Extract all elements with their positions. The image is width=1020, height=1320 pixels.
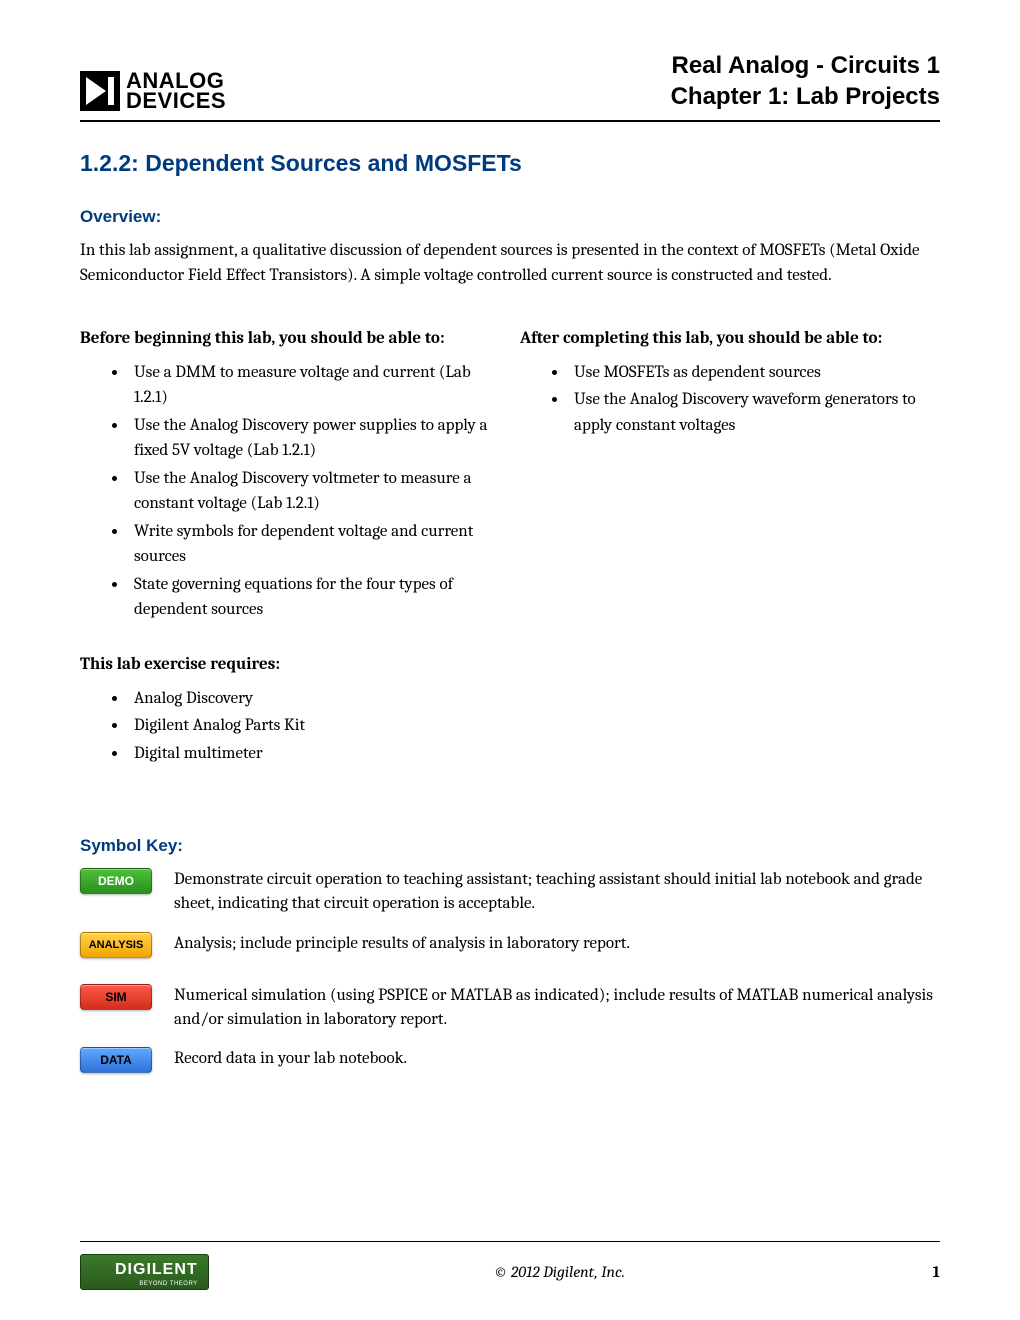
after-heading: After completing this lab, you should be… [520, 329, 940, 348]
header-title: Real Analog - Circuits 1 Chapter 1: Lab … [671, 50, 940, 112]
data-badge: DATA [80, 1047, 152, 1073]
title-line2: Chapter 1: Lab Projects [671, 81, 940, 112]
page: ANALOG DEVICES Real Analog - Circuits 1 … [0, 0, 1020, 1320]
page-number: 1 [910, 1263, 940, 1281]
symbol-row-data: DATA Record data in your lab notebook. [80, 1047, 940, 1073]
list-item: State governing equations for the four t… [128, 572, 500, 623]
demo-text: Demonstrate circuit operation to teachin… [174, 868, 940, 916]
title-line1: Real Analog - Circuits 1 [671, 50, 940, 81]
symbol-row-sim: SIM Numerical simulation (using PSPICE o… [80, 984, 940, 1032]
symbol-row-demo: DEMO Demonstrate circuit operation to te… [80, 868, 940, 916]
section-title: 1.2.2: Dependent Sources and MOSFETs [80, 150, 940, 177]
analog-devices-text: ANALOG DEVICES [126, 71, 226, 113]
before-list: Use a DMM to measure voltage and current… [80, 360, 500, 623]
list-item: Write symbols for dependent voltage and … [128, 519, 500, 570]
after-list: Use MOSFETs as dependent sources Use the… [520, 360, 940, 439]
analysis-badge: ANALYSIS [80, 932, 152, 958]
symbol-key-section: Symbol Key: DEMO Demonstrate circuit ope… [80, 836, 940, 1073]
requires-list: Analog Discovery Digilent Analog Parts K… [80, 686, 940, 767]
prerequisites-columns: Before beginning this lab, you should be… [80, 329, 940, 625]
logo-line2: DEVICES [126, 91, 226, 112]
symbol-key-heading: Symbol Key: [80, 836, 940, 856]
before-column: Before beginning this lab, you should be… [80, 329, 500, 625]
sim-text: Numerical simulation (using PSPICE or MA… [174, 984, 940, 1032]
list-item: Analog Discovery [128, 686, 940, 712]
list-item: Digital multimeter [128, 741, 940, 767]
after-column: After completing this lab, you should be… [520, 329, 940, 625]
analysis-text: Analysis; include principle results of a… [174, 932, 940, 956]
overview-heading: Overview: [80, 207, 940, 227]
digilent-badge: DIGILENT [80, 1254, 209, 1290]
copyright: © 2012 Digilent, Inc. [209, 1263, 910, 1281]
demo-badge: DEMO [80, 868, 152, 894]
before-heading: Before beginning this lab, you should be… [80, 329, 500, 348]
list-item: Use the Analog Discovery power supplies … [128, 413, 500, 464]
data-text: Record data in your lab notebook. [174, 1047, 940, 1071]
sim-badge: SIM [80, 984, 152, 1010]
digilent-logo: DIGILENT [80, 1254, 209, 1290]
symbol-row-analysis: ANALYSIS Analysis; include principle res… [80, 932, 940, 958]
list-item: Use the Analog Discovery waveform genera… [568, 387, 940, 438]
list-item: Use the Analog Discovery voltmeter to me… [128, 466, 500, 517]
header: ANALOG DEVICES Real Analog - Circuits 1 … [80, 50, 940, 122]
analog-devices-logo: ANALOG DEVICES [80, 71, 226, 113]
list-item: Use MOSFETs as dependent sources [568, 360, 940, 386]
overview-text: In this lab assignment, a qualitative di… [80, 239, 940, 288]
footer: DIGILENT © 2012 Digilent, Inc. 1 [80, 1241, 940, 1290]
analog-devices-icon [80, 71, 120, 111]
requires-heading: This lab exercise requires: [80, 655, 940, 674]
list-item: Digilent Analog Parts Kit [128, 713, 940, 739]
list-item: Use a DMM to measure voltage and current… [128, 360, 500, 411]
